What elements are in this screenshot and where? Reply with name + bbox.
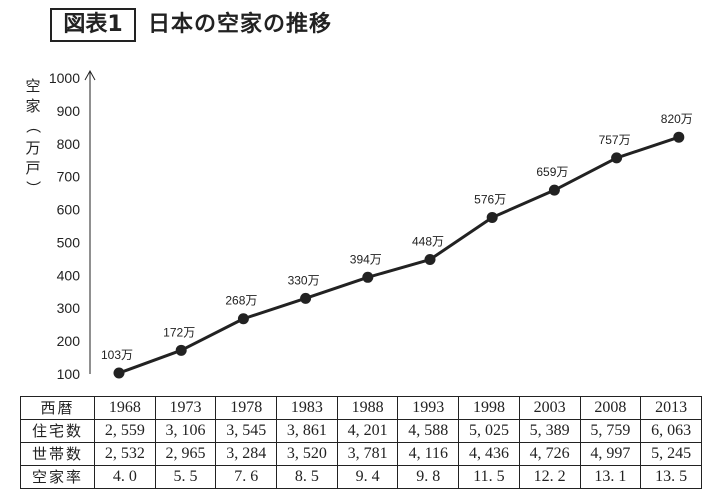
- y-tick-label: 200: [57, 333, 81, 349]
- table-cell: 3, 781: [336, 442, 399, 466]
- table-cell: 9. 4: [336, 465, 399, 489]
- data-label: 659万: [536, 165, 568, 179]
- data-point: [237, 313, 249, 325]
- table-cell: 4, 588: [397, 419, 460, 443]
- y-label-char: （: [24, 118, 42, 133]
- series-line: [118, 135, 680, 375]
- table-cell: 2, 532: [94, 442, 156, 466]
- data-label: 394万: [350, 252, 382, 266]
- table-cell: 3, 284: [215, 442, 278, 466]
- table-row: 世帯数 2, 532 2, 965 3, 284 3, 520 3, 781 4, 116 4…: [20, 442, 702, 466]
- data-point: [300, 292, 312, 304]
- table-cell: 4, 726: [518, 442, 581, 466]
- data-point: [113, 367, 125, 379]
- y-axis-label: 空家 （ 万戸 ）: [24, 77, 42, 196]
- y-label-char: 家: [25, 97, 40, 115]
- row-header: 空家率: [20, 465, 95, 489]
- row-header: 西暦: [20, 396, 95, 420]
- y-label-char: 戸: [25, 159, 40, 177]
- y-tick-label: 900: [57, 103, 81, 119]
- data-labels: 103万 172万 268万 330万 394万 448万 576万 659万 757万 820万: [101, 112, 693, 362]
- table-cell: 13. 5: [640, 465, 702, 489]
- table-cell: 5, 025: [458, 419, 520, 443]
- data-point: [362, 271, 374, 283]
- y-tick-label: 800: [57, 136, 81, 152]
- table-cell: 4, 201: [336, 419, 399, 443]
- data-point: [548, 184, 560, 196]
- data-label: 448万: [412, 235, 444, 249]
- data-point: [673, 131, 685, 143]
- y-tick-label: 300: [57, 300, 81, 316]
- y-tick-label: 400: [57, 267, 81, 283]
- data-label: 757万: [599, 133, 631, 147]
- y-label-char: 空: [25, 77, 40, 95]
- data-label: 268万: [225, 294, 257, 308]
- data-points: [113, 131, 685, 379]
- table-cell: 3, 106: [154, 419, 217, 443]
- y-axis: 100 200 300 400 500 600 700 800 900 1000: [49, 69, 96, 382]
- data-label: 330万: [288, 273, 320, 287]
- table-cell: 2003: [518, 396, 581, 420]
- table-cell: 1968: [94, 396, 156, 420]
- data-label: 172万: [163, 325, 195, 339]
- table-cell: 2, 559: [94, 419, 156, 443]
- table-cell: 5. 5: [154, 465, 217, 489]
- table-cell: 3, 520: [276, 442, 338, 466]
- table-cell: 8. 5: [276, 465, 338, 489]
- line-chart: 100 200 300 400 500 600 700 800 900 1000 空家 （ 万戸 ） 1…: [24, 69, 693, 382]
- table-cell: 1978: [215, 396, 278, 420]
- table-cell: 2013: [640, 396, 702, 420]
- data-table: 西暦 1968 1973 1978 1983 1988 1993 1998 2003 2008 20…: [20, 396, 702, 489]
- table-row: 住宅数 2, 559 3, 106 3, 545 3, 861 4, 201 4, 588 5…: [20, 419, 702, 443]
- y-tick-label: 100: [57, 366, 81, 382]
- data-label: 820万: [661, 112, 693, 126]
- table-cell: 6, 063: [640, 419, 702, 443]
- data-point: [175, 344, 187, 356]
- table-row: 西暦 1968 1973 1978 1983 1988 1993 1998 2003 2008 20…: [20, 396, 702, 420]
- table-cell: 11. 5: [458, 465, 520, 489]
- row-header: 世帯数: [20, 442, 95, 466]
- table-cell: 4, 997: [579, 442, 642, 466]
- table-cell: 3, 545: [215, 419, 278, 443]
- data-label: 103万: [101, 348, 133, 362]
- row-header: 住宅数: [20, 419, 95, 443]
- table-cell: 1983: [276, 396, 338, 420]
- y-tick-label: 600: [57, 202, 81, 218]
- table-cell: 1998: [458, 396, 520, 420]
- data-point: [611, 152, 623, 164]
- table-cell: 5, 389: [518, 419, 581, 443]
- table-cell: 4. 0: [94, 465, 156, 489]
- y-label-char: ）: [24, 180, 42, 195]
- table-cell: 4, 116: [397, 442, 460, 466]
- y-tick-label: 700: [57, 169, 81, 185]
- table-cell: 2008: [579, 396, 642, 420]
- table-cell: 5, 245: [640, 442, 702, 466]
- data-point: [486, 211, 498, 223]
- table-cell: 13. 1: [579, 465, 642, 489]
- table-cell: 7. 6: [215, 465, 278, 489]
- chart-title: 日本の空家の推移: [148, 12, 333, 37]
- y-axis-arrow: [84, 69, 96, 81]
- y-tick-label: 1000: [49, 70, 80, 86]
- table-cell: 3, 861: [276, 419, 338, 443]
- table-cell: 5, 759: [579, 419, 642, 443]
- series-polyline: [118, 135, 680, 375]
- figure-label: 図表1: [50, 8, 136, 42]
- data-label: 576万: [474, 192, 506, 206]
- table-cell: 1993: [397, 396, 460, 420]
- data-point: [424, 254, 436, 266]
- table-row: 空家率 4. 0 5. 5 7. 6 8. 5 9. 4 9. 8 11. 5 12. 2 13.…: [20, 465, 702, 489]
- table-cell: 4, 436: [458, 442, 520, 466]
- y-label-char: 万: [25, 139, 40, 157]
- table-cell: 12. 2: [518, 465, 581, 489]
- table-cell: 2, 965: [154, 442, 217, 466]
- table-cell: 1973: [154, 396, 217, 420]
- y-tick-label: 500: [57, 234, 81, 250]
- table-cell: 1988: [336, 396, 399, 420]
- table-cell: 9. 8: [397, 465, 460, 489]
